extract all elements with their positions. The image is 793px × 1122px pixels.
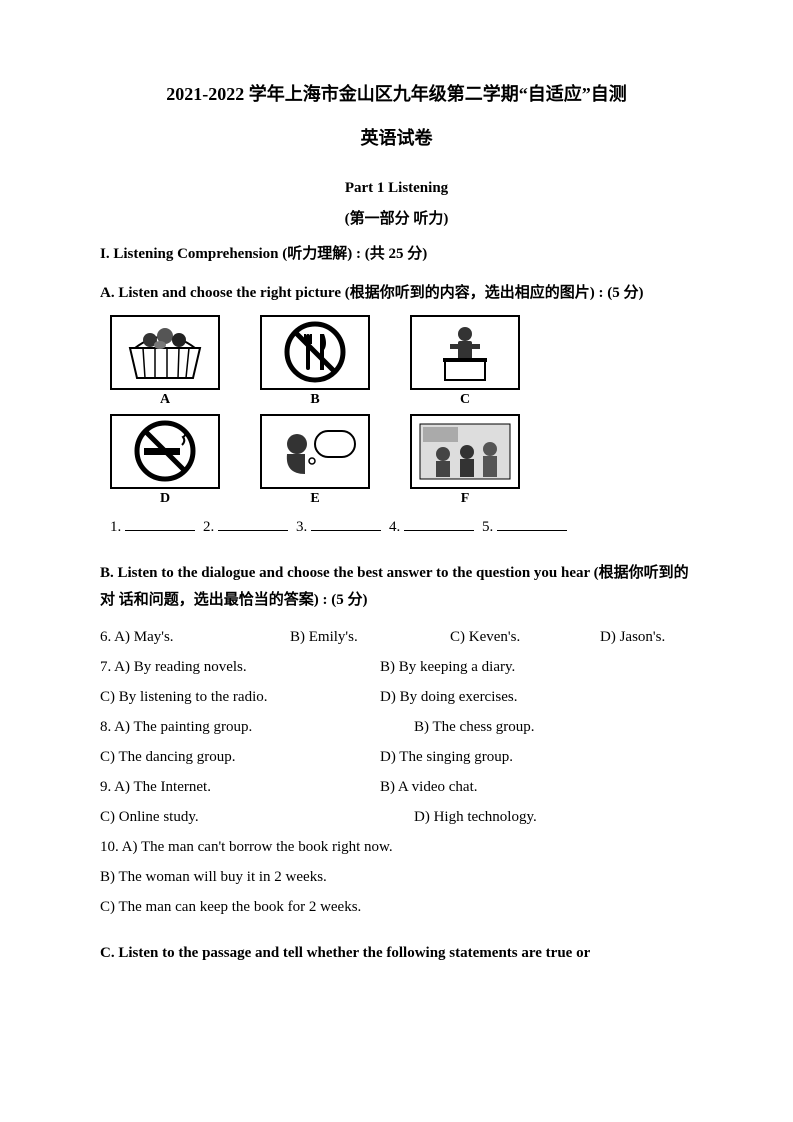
picture-label-d: D xyxy=(160,491,170,507)
page-title-line1: 2021-2022 学年上海市金山区九年级第二学期“自适应”自测 xyxy=(100,80,693,106)
q6-line: 6. A) May's. B) Emily's. C) Keven's. D) … xyxy=(100,622,693,652)
picture-label-a: A xyxy=(160,392,170,408)
q8-opt-c: C) The dancing group. xyxy=(100,742,380,772)
part1-subtitle: (第一部分 听力) xyxy=(100,207,693,228)
thinking-person-icon xyxy=(265,419,365,484)
pictures-row-1: A B xyxy=(110,315,683,408)
picture-label-c: C xyxy=(460,392,470,408)
q8-line1: 8. A) The painting group. B) The chess g… xyxy=(100,712,693,742)
section-c-heading: C. Listen to the passage and tell whethe… xyxy=(100,940,693,967)
picture-box-e xyxy=(260,414,370,489)
q8-line2: C) The dancing group. D) The singing gro… xyxy=(100,742,693,772)
picture-box-a xyxy=(110,315,220,390)
blank-4[interactable] xyxy=(404,530,474,531)
q10-line1: 10. A) The man can't borrow the book rig… xyxy=(100,832,693,862)
picture-label-e: E xyxy=(310,491,319,507)
blank-num-1: 1. xyxy=(110,519,121,535)
blank-1[interactable] xyxy=(125,530,195,531)
q9-line1: 9. A) The Internet. B) A video chat. xyxy=(100,772,693,802)
picture-cell-d: D xyxy=(110,414,220,507)
picture-box-b xyxy=(260,315,370,390)
speaker-person-icon xyxy=(415,320,515,385)
picture-box-f xyxy=(410,414,520,489)
picture-cell-a: A xyxy=(110,315,220,408)
q6-opt-d: D) Jason's. xyxy=(600,622,700,652)
page-title-line2: 英语试卷 xyxy=(100,124,693,150)
q7-opt-d: D) By doing exercises. xyxy=(380,682,693,712)
q6-opt-c: C) Keven's. xyxy=(450,622,600,652)
picture-box-d xyxy=(110,414,220,489)
pictures-grid: A B xyxy=(110,315,683,507)
blanks-row: 1. 2. 3. 4. 5. xyxy=(110,519,683,536)
picture-cell-e: E xyxy=(260,414,370,507)
picture-label-b: B xyxy=(310,392,319,408)
no-eating-icon xyxy=(280,320,350,385)
blank-num-4: 4. xyxy=(389,519,400,535)
blank-3[interactable] xyxy=(311,530,381,531)
picture-cell-c: C xyxy=(410,315,520,408)
part1-title: Part 1 Listening xyxy=(100,180,693,197)
q8-opt-b: B) The chess group. xyxy=(380,712,693,742)
q9-opt-b: B) A video chat. xyxy=(380,772,693,802)
blank-num-2: 2. xyxy=(203,519,214,535)
q10-line2: B) The woman will buy it in 2 weeks. xyxy=(100,862,693,892)
q8-opt-a: 8. A) The painting group. xyxy=(100,712,380,742)
q10-line3: C) The man can keep the book for 2 weeks… xyxy=(100,892,693,922)
q9-opt-c: C) Online study. xyxy=(100,802,380,832)
pictures-row-2: D E xyxy=(110,414,683,507)
section-a-heading: A. Listen and choose the right picture (… xyxy=(100,280,693,307)
q9-opt-d: D) High technology. xyxy=(380,802,693,832)
section-b-heading: B. Listen to the dialogue and choose the… xyxy=(100,560,693,614)
q8-opt-d: D) The singing group. xyxy=(380,742,693,772)
no-smoking-icon xyxy=(130,419,200,484)
picture-box-c xyxy=(410,315,520,390)
q9-opt-a: 9. A) The Internet. xyxy=(100,772,380,802)
people-scene-icon xyxy=(415,419,515,484)
blank-2[interactable] xyxy=(218,530,288,531)
q7-opt-a: 7. A) By reading novels. xyxy=(100,652,380,682)
q6-opt-a: 6. A) May's. xyxy=(100,622,290,652)
q6-opt-b: B) Emily's. xyxy=(290,622,450,652)
q9-line2: C) Online study. D) High technology. xyxy=(100,802,693,832)
q7-line2: C) By listening to the radio. D) By doin… xyxy=(100,682,693,712)
blank-num-3: 3. xyxy=(296,519,307,535)
q7-line1: 7. A) By reading novels. B) By keeping a… xyxy=(100,652,693,682)
picture-label-f: F xyxy=(461,491,470,507)
blank-5[interactable] xyxy=(497,530,567,531)
picture-cell-b: B xyxy=(260,315,370,408)
picture-cell-f: F xyxy=(410,414,520,507)
q7-opt-c: C) By listening to the radio. xyxy=(100,682,380,712)
basket-icon xyxy=(115,320,215,385)
section-i-heading: I. Listening Comprehension (听力理解) : (共 2… xyxy=(100,242,693,266)
q7-opt-b: B) By keeping a diary. xyxy=(380,652,693,682)
blank-num-5: 5. xyxy=(482,519,493,535)
